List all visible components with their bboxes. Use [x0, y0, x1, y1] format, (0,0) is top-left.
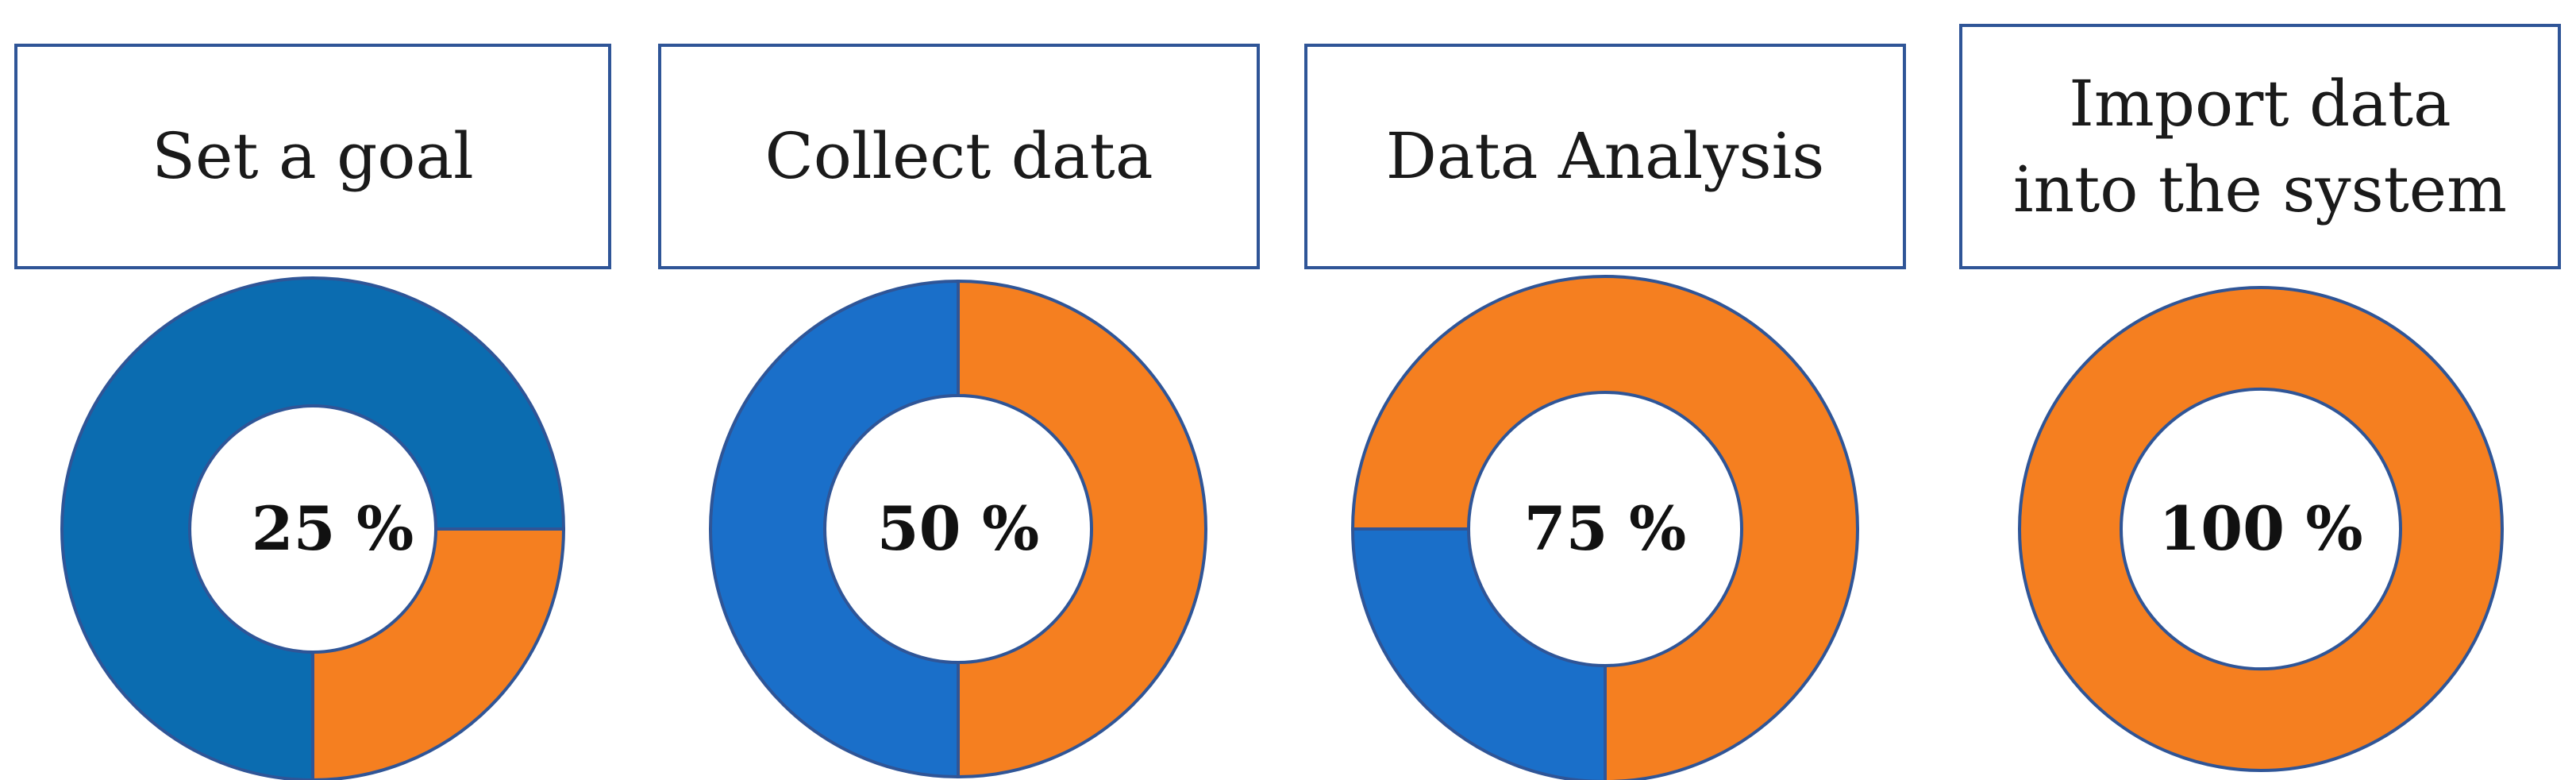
donut-chart-2: 50 %: [709, 279, 1207, 779]
step-title: Set a goal: [152, 119, 474, 193]
percent-label: 50 %: [877, 493, 1039, 564]
percent-label: 100 %: [2158, 493, 2362, 564]
donut-chart-3: 75 %: [1350, 275, 1859, 780]
percent-label: 25 %: [252, 493, 414, 564]
donut-slice-complete: [2017, 286, 2505, 772]
donut-slice-complete: [311, 527, 566, 780]
step-box-set-goal: Set a goal: [14, 44, 611, 269]
donut-chart-1: 25 %: [60, 276, 566, 780]
donut-chart-4: 100 %: [2017, 286, 2505, 772]
step-title: Collect data: [764, 119, 1153, 193]
donut-slice-remaining: [709, 279, 960, 779]
step-title-line-1: Import data: [2069, 66, 2451, 141]
step-box-collect-data: Collect data: [658, 44, 1260, 269]
step-title-line-2: into the system: [2013, 152, 2507, 226]
donut-slice-remaining: [1350, 527, 1607, 780]
percent-label: 75 %: [1524, 493, 1686, 564]
step-title: Data Analysis: [1385, 119, 1825, 193]
step-box-data-analysis: Data Analysis: [1304, 44, 1906, 269]
donut-slice-complete: [957, 279, 1207, 779]
donut-slice-complete: [1350, 275, 1859, 780]
step-box-import-data: Import data into the system: [1959, 24, 2561, 269]
donut-slice-remaining: [60, 276, 566, 780]
